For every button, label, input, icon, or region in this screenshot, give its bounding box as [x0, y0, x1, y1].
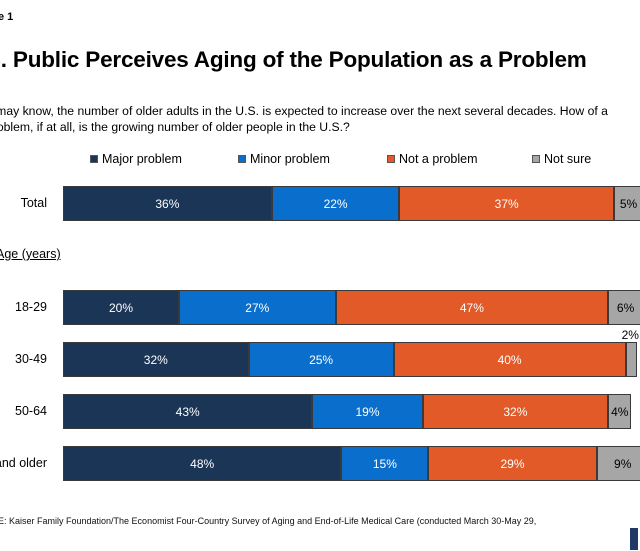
bar-segment-minor: 15%	[341, 446, 429, 481]
bar-segment-minor: 22%	[271, 186, 400, 221]
row-label: 50-64	[15, 404, 47, 418]
legend: Major problem Minor problem Not a problem N…	[0, 152, 640, 168]
bar-segment-major: 32%	[63, 342, 249, 377]
legend-swatch-unsure	[532, 155, 540, 163]
legend-item-minor: Minor problem	[238, 152, 330, 166]
age-group-label: Age (years)	[0, 247, 61, 261]
row-label: 30-49	[15, 352, 47, 366]
bar-segment-unsure: 6%	[608, 290, 640, 325]
legend-label-not: Not a problem	[399, 152, 478, 166]
legend-item-not: Not a problem	[387, 152, 478, 166]
bar-segment-not: 37%	[399, 186, 614, 221]
legend-swatch-minor	[238, 155, 246, 163]
bar-value-label: 2%	[621, 328, 639, 342]
bar-segment-minor: 25%	[248, 342, 394, 377]
legend-label-major: Major problem	[102, 152, 182, 166]
bar-segment-minor: 19%	[312, 394, 423, 429]
bar-segment-not: 47%	[335, 290, 609, 325]
bar-segment-unsure: 5%	[614, 186, 640, 221]
legend-swatch-major	[90, 155, 98, 163]
row-label: 18-29	[15, 300, 47, 314]
bar-segment-major: 48%	[63, 446, 342, 481]
bar-segment-not: 29%	[428, 446, 597, 481]
bar-segment-major: 43%	[63, 394, 313, 429]
bar-segment-unsure: 4%	[608, 394, 632, 429]
kff-logo	[630, 528, 638, 550]
legend-item-unsure: Not sure	[532, 152, 591, 166]
bar-segment-major: 20%	[63, 290, 179, 325]
legend-swatch-not	[387, 155, 395, 163]
source-note: E: Kaiser Family Foundation/The Economis…	[0, 516, 537, 526]
legend-label-unsure: Not sure	[544, 152, 592, 166]
row-label: Total	[20, 196, 47, 210]
legend-label-minor: Minor problem	[250, 152, 330, 166]
figure-label: e 1	[0, 11, 14, 23]
row-label: and older	[0, 456, 47, 470]
legend-item-major: Major problem	[90, 152, 182, 166]
bar-segment-not: 40%	[393, 342, 626, 377]
bar-segment-major: 36%	[63, 186, 272, 221]
bar-segment-unsure: 9%	[596, 446, 640, 481]
survey-question: u may know, the number of older adults i…	[0, 104, 608, 134]
bar-segment-unsure	[625, 342, 638, 377]
bar-segment-not: 32%	[422, 394, 609, 429]
chart-title: S. Public Perceives Aging of the Populat…	[0, 47, 587, 72]
bar-segment-minor: 27%	[179, 290, 336, 325]
